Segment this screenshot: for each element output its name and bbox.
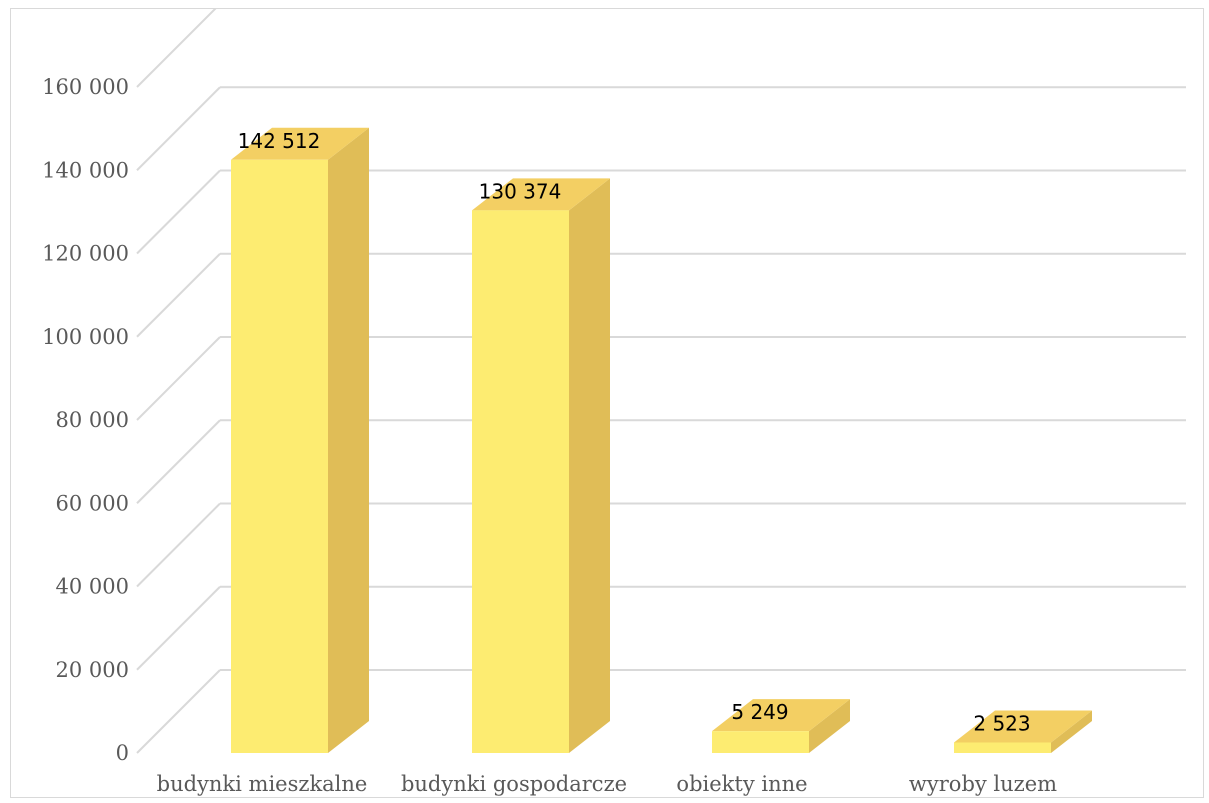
bar [712, 699, 850, 753]
gridline-diagonal [136, 419, 221, 504]
gridline-diagonal [136, 253, 221, 338]
y-tick-label: 60 000 [56, 491, 129, 515]
bar-top [231, 127, 369, 160]
y-tick-label: 100 000 [42, 325, 129, 349]
bar [231, 127, 369, 753]
bar-top [472, 178, 610, 211]
category-label: wyroby luzem [909, 772, 1057, 796]
bar-side [809, 699, 850, 753]
bar [472, 178, 610, 753]
gridlines [136, 9, 1186, 754]
bar-front [472, 210, 569, 753]
data-label: 142 512 [238, 129, 321, 153]
gridline-diagonal [136, 9, 217, 88]
category-label: obiekty inne [676, 772, 807, 796]
y-tick-label: 140 000 [42, 158, 129, 182]
gridline-diagonal [136, 669, 221, 754]
bar [954, 710, 1092, 753]
bar-top [712, 699, 850, 732]
data-label: 2 523 [973, 711, 1030, 735]
bar-top [954, 710, 1092, 743]
y-tick-label: 40 000 [56, 575, 129, 599]
y-tick-label: 0 [116, 741, 129, 765]
bar-front [954, 742, 1051, 753]
gridline-diagonal [136, 586, 221, 671]
gridline-diagonal [136, 169, 221, 255]
category-labels: budynki mieszkalne budynki gospodarcze obi… [157, 772, 1058, 796]
bar-front [712, 731, 809, 753]
gridline-diagonal [136, 502, 221, 588]
y-tick-label: 20 000 [56, 658, 129, 682]
bar-side [328, 127, 369, 753]
y-tick-label: 160 000 [42, 75, 129, 99]
y-tick-label: 80 000 [56, 408, 129, 432]
bar-side [1051, 710, 1092, 753]
data-label: 5 249 [731, 700, 788, 724]
chart-frame: 0 20 000 40 000 60 000 80 000 100 000 120 000 1… [10, 8, 1204, 798]
data-label: 130 374 [479, 179, 562, 203]
y-tick-label: 120 000 [42, 242, 129, 266]
gridline-diagonal [136, 86, 221, 171]
y-axis-tick-labels: 0 20 000 40 000 60 000 80 000 100 000 120 000 1… [42, 75, 129, 765]
gridline-diagonal [136, 336, 221, 421]
bar-chart: 0 20 000 40 000 60 000 80 000 100 000 120 000 1… [42, 9, 1186, 796]
bars [231, 127, 1092, 753]
bar-side [569, 178, 610, 753]
category-label: budynki gospodarcze [401, 772, 627, 796]
category-label: budynki mieszkalne [157, 772, 368, 796]
data-labels: 142 512 130 374 5 249 2 523 [238, 129, 1031, 736]
bar-front [231, 159, 328, 753]
